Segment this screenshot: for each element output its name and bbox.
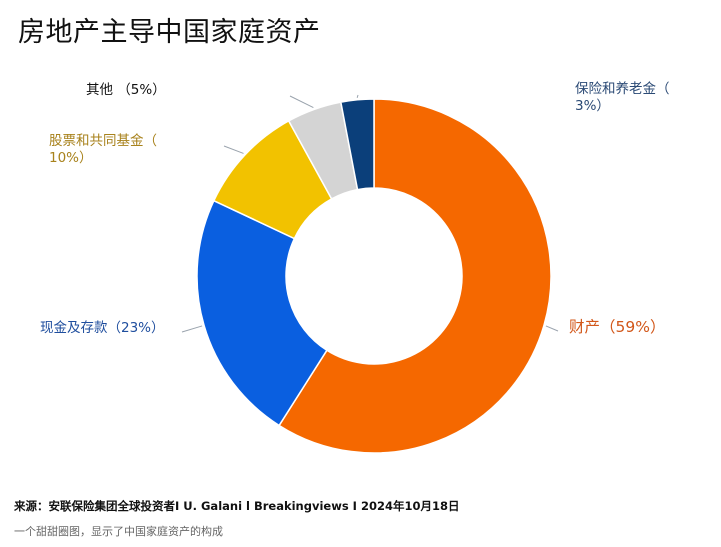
- slice-label: 财产（59%）: [569, 318, 665, 336]
- leader-line: [545, 325, 559, 332]
- leader-line: [181, 325, 203, 333]
- chart-title: 房地产主导中国家庭资产: [18, 17, 321, 48]
- donut-slice: [339, 98, 375, 191]
- donut-chart: 财产（59%） 现金及存款（23%） 股票和共同基金（ 10%） 其他 （5%） 保险和养…: [40, 81, 670, 454]
- leader-line: [223, 145, 244, 154]
- slice-label: 保险和养老金（ 3%）: [575, 81, 670, 114]
- leader-line: [289, 95, 314, 109]
- donut-slice: [196, 199, 328, 427]
- donut-slice: [278, 98, 552, 454]
- chart-caption: 一个甜甜圈图，显示了中国家庭资产的构成: [14, 525, 223, 538]
- source-note: 来源：安联保险集团全球投资者I U. Galani l Breakingview…: [14, 499, 460, 513]
- slice-label: 其他 （5%）: [86, 82, 166, 98]
- slice-label: 股票和共同基金（ 10%）: [49, 132, 157, 166]
- leader-line: [356, 94, 359, 98]
- slice-label: 现金及存款（23%）: [40, 320, 165, 336]
